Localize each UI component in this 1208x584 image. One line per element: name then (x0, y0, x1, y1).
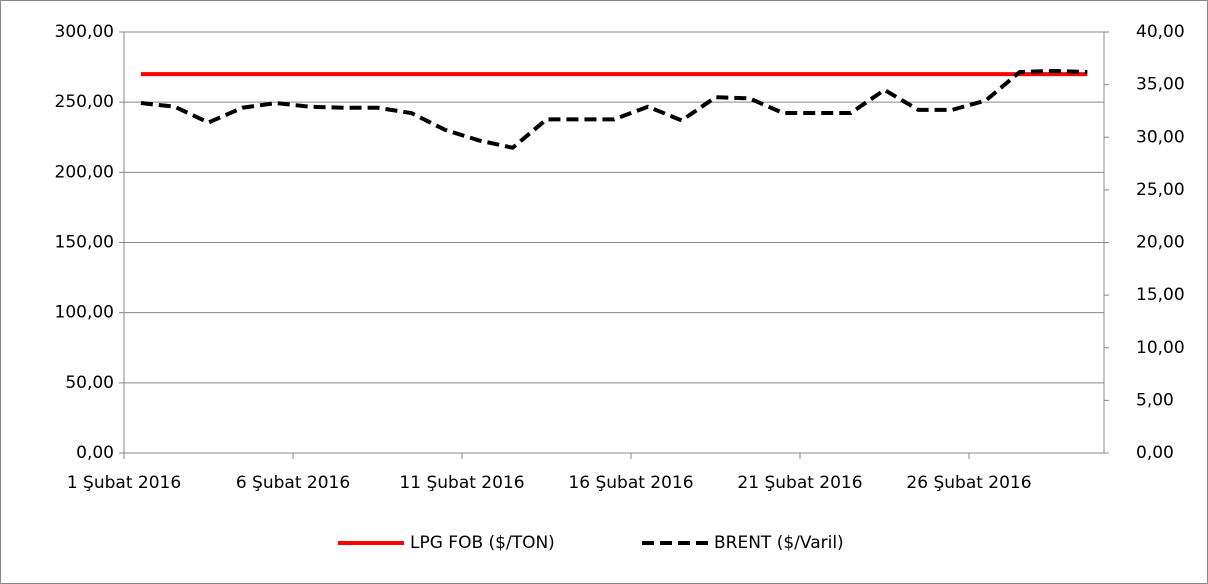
series-line (140, 68, 1088, 150)
y2-tick-label: 10,00 (1136, 338, 1185, 358)
x-tick-label: 26 Şubat 2016 (906, 473, 1031, 493)
y2-tick-label: 0,00 (1136, 443, 1174, 463)
y-tick-label: 0,00 (76, 443, 114, 463)
x-tick-label: 11 Şubat 2016 (399, 473, 524, 493)
legend-label: LPG FOB ($/TON) (410, 533, 555, 553)
y2-tick-label: 35,00 (1136, 75, 1185, 95)
y2-tick-label: 30,00 (1136, 127, 1185, 147)
y-tick-label: 200,00 (55, 162, 114, 182)
y2-tick-label: 20,00 (1136, 233, 1185, 253)
x-tick-label: 16 Şubat 2016 (568, 473, 693, 493)
y-tick-label: 50,00 (65, 373, 114, 393)
y2-tick-label: 5,00 (1136, 390, 1174, 410)
x-tick-label: 6 Şubat 2016 (236, 473, 350, 493)
legend-label: BRENT ($/Varil) (714, 533, 844, 553)
y-tick-label: 300,00 (55, 22, 114, 42)
y-tick-label: 150,00 (55, 233, 114, 253)
y-tick-label: 100,00 (55, 303, 114, 323)
x-tick-label: 1 Şubat 2016 (67, 473, 181, 493)
y2-tick-label: 40,00 (1136, 22, 1185, 42)
x-tick-label: 21 Şubat 2016 (737, 473, 862, 493)
y2-tick-label: 25,00 (1136, 180, 1185, 200)
y-tick-label: 250,00 (55, 92, 114, 112)
y2-tick-label: 15,00 (1136, 285, 1185, 305)
